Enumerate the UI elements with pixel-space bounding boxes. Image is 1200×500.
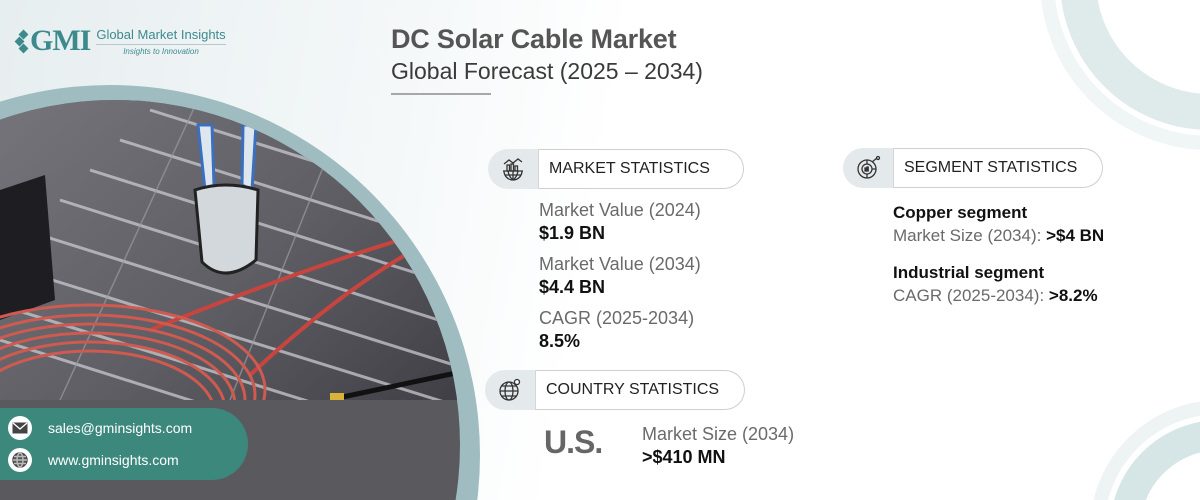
globe-pin-icon [485,370,535,410]
market-statistics-list: Market Value (2024) $1.9 BN Market Value… [539,199,701,361]
title-divider [391,93,491,95]
country-statistics-header: COUNTRY STATISTICS [485,370,745,410]
contact-bar: sales@gminsights.com www.gminsights.com [0,408,248,480]
segment-statistics-title: SEGMENT STATISTICS [893,148,1103,188]
country-metric-value: >$410 MN [642,447,726,467]
segment-metric-value: >$4 BN [1046,226,1105,245]
globe-icon [8,448,32,472]
envelope-icon [8,416,32,440]
segment-metric-label: CAGR (2025-2034): [893,286,1045,305]
segment-metric: Market Size (2034): >$4 BN [893,224,1104,247]
email-link[interactable]: sales@gminsights.com [48,420,193,436]
segment-title: Industrial segment [893,263,1045,282]
segment-statistics-list: Copper segment Market Size (2034): >$4 B… [893,201,1104,321]
contact-website[interactable]: www.gminsights.com [8,448,179,472]
stat-value: $4.4 BN [539,277,606,297]
brand-name: Global Market Insights [96,27,226,45]
stat-value: 8.5% [539,331,581,351]
country-metric-label: Market Size (2034) [642,424,795,444]
stat-label: CAGR (2025-2034) [539,308,695,328]
page-subtitle: Global Forecast (2025 – 2034) [391,58,703,84]
market-statistics-header: MARKET STATISTICS [488,149,744,189]
stat-value: $1.9 BN [539,223,606,243]
country-statistics-metric: Market Size (2034) >$410 MN [642,423,794,477]
stat-label: Market Value (2024) [539,200,701,220]
segment-statistics-header: SEGMENT STATISTICS [843,148,1103,188]
logo-mark-text: GMI [30,24,91,57]
segment-title: Copper segment [893,203,1028,222]
segment-metric-label: Market Size (2034): [893,226,1042,245]
stat-label: Market Value (2034) [539,254,701,274]
brand-tagline: Insights to Innovation [123,46,199,56]
market-statistics-title: MARKET STATISTICS [538,149,744,189]
segment-metric: CAGR (2025-2034): >8.2% [893,284,1104,307]
chart-globe-icon [488,149,538,189]
country-statistics-title: COUNTRY STATISTICS [535,370,745,410]
contact-email[interactable]: sales@gminsights.com [8,416,192,440]
pie-chart-target-icon [843,148,893,188]
solar-panel-illustration [0,100,460,400]
country-code: U.S. [544,424,603,460]
page-title: DC Solar Cable Market [391,24,677,54]
website-link[interactable]: www.gminsights.com [48,452,179,468]
gmi-logo: GMI Global Market Insights Insights to I… [14,24,226,58]
logo-diamond-icon [14,29,29,54]
logo-mark: GMI [14,24,91,58]
segment-metric-value: >8.2% [1048,286,1098,305]
